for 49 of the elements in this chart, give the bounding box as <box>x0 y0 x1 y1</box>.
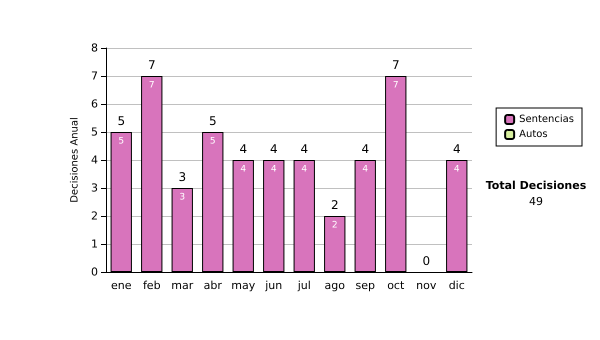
legend-label: Sentencias <box>519 114 574 125</box>
data-label: 7 <box>148 80 155 90</box>
y-tick-label: 0 <box>91 266 98 278</box>
x-tick-label: sep <box>356 279 376 292</box>
data-label: 4 <box>270 164 277 174</box>
data-label: 3 <box>179 192 186 202</box>
data-label: 2 <box>332 220 338 230</box>
x-tick-label: ago <box>324 279 346 292</box>
x-tick-label: abr <box>204 279 222 292</box>
total-label: 3 <box>178 170 186 184</box>
x-tick-label: ene <box>110 279 132 292</box>
data-label: 4 <box>240 164 246 174</box>
total-label: 4 <box>452 142 461 156</box>
total-label: 7 <box>392 58 400 72</box>
y-tick-label: 3 <box>91 182 98 194</box>
data-label: 4 <box>301 164 308 174</box>
y-tick-label: 4 <box>91 154 98 166</box>
data-label: 7 <box>392 80 399 90</box>
data-label: 5 <box>210 136 216 146</box>
x-tick-label: jun <box>264 279 282 292</box>
data-label: 4 <box>454 164 460 174</box>
y-tick-label: 2 <box>91 210 98 222</box>
text: 49 <box>529 195 543 208</box>
text: Total Decisiones <box>486 179 587 192</box>
y-tick-label: 5 <box>91 126 98 138</box>
total-label: 2 <box>330 198 339 212</box>
y-axis-title: Decisiones Anual <box>70 117 81 203</box>
x-tick-label: mar <box>171 279 194 292</box>
y-tick-label: 7 <box>91 70 98 82</box>
x-tick-label: may <box>231 279 256 292</box>
x-tick-label: dic <box>448 279 465 292</box>
total-label: 4 <box>361 142 370 156</box>
x-tick-label: nov <box>416 279 437 292</box>
total-label: 5 <box>117 114 126 128</box>
total-label: 4 <box>239 142 248 156</box>
x-tick-label: feb <box>142 279 161 292</box>
total-label: 4 <box>270 142 278 156</box>
data-label: 4 <box>362 164 368 174</box>
data-label: 5 <box>118 136 124 146</box>
x-tick-label: oct <box>387 279 405 292</box>
total-label: 7 <box>148 58 156 72</box>
y-tick-label: 1 <box>91 238 98 250</box>
x-tick-label: jul <box>296 279 311 292</box>
total-label: 0 <box>422 254 430 268</box>
total-label: 4 <box>300 142 308 156</box>
legend-label: Autos <box>519 129 548 140</box>
y-tick-label: 6 <box>91 98 98 110</box>
total-label: 5 <box>208 114 217 128</box>
y-tick-label: 8 <box>91 42 98 54</box>
